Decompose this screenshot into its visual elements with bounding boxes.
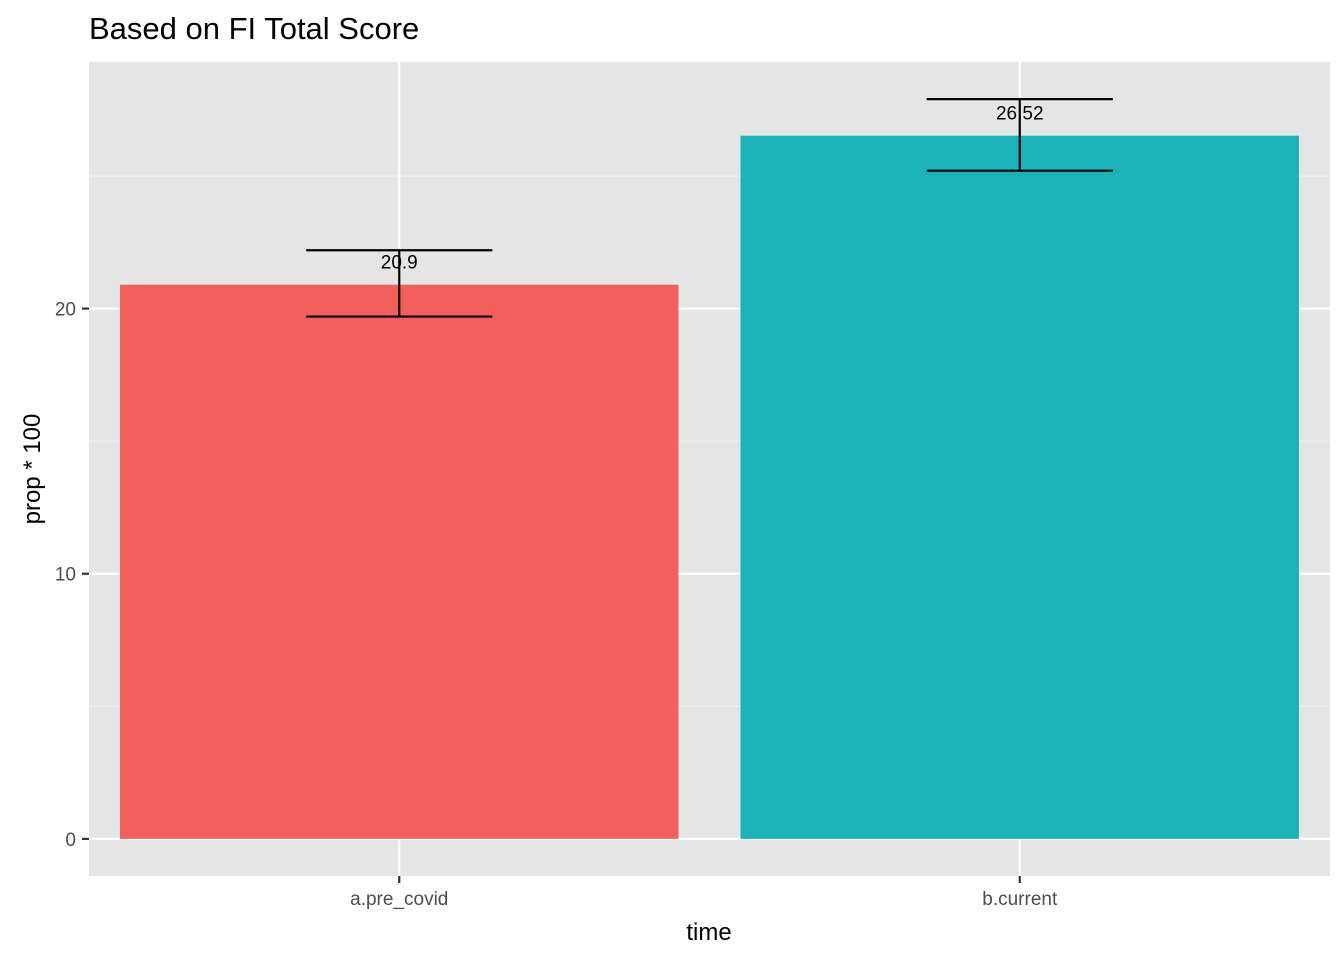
- data-labels: 20.9 26.52: [381, 104, 1044, 274]
- bar-b.current: [740, 135, 1299, 839]
- data-label: 26.52: [996, 104, 1044, 125]
- x-tick-label: a.pre_covid: [350, 889, 448, 910]
- y-tick-label: 0: [65, 830, 76, 851]
- data-label: 20.9: [381, 253, 418, 274]
- x-axis: a.pre_covid b.current: [350, 876, 1058, 910]
- bar-a.pre_covid: [120, 284, 679, 839]
- x-axis-title: time: [686, 919, 731, 946]
- chart-title: Based on FI Total Score: [89, 11, 419, 46]
- y-tick-label: 20: [55, 300, 76, 321]
- y-axis-title: prop * 100: [19, 414, 46, 525]
- y-tick-label: 10: [55, 565, 76, 586]
- bars: [120, 135, 1299, 839]
- y-axis: 0 10 20: [55, 300, 89, 851]
- x-tick-label: b.current: [982, 889, 1058, 910]
- error-bars: [306, 98, 1113, 318]
